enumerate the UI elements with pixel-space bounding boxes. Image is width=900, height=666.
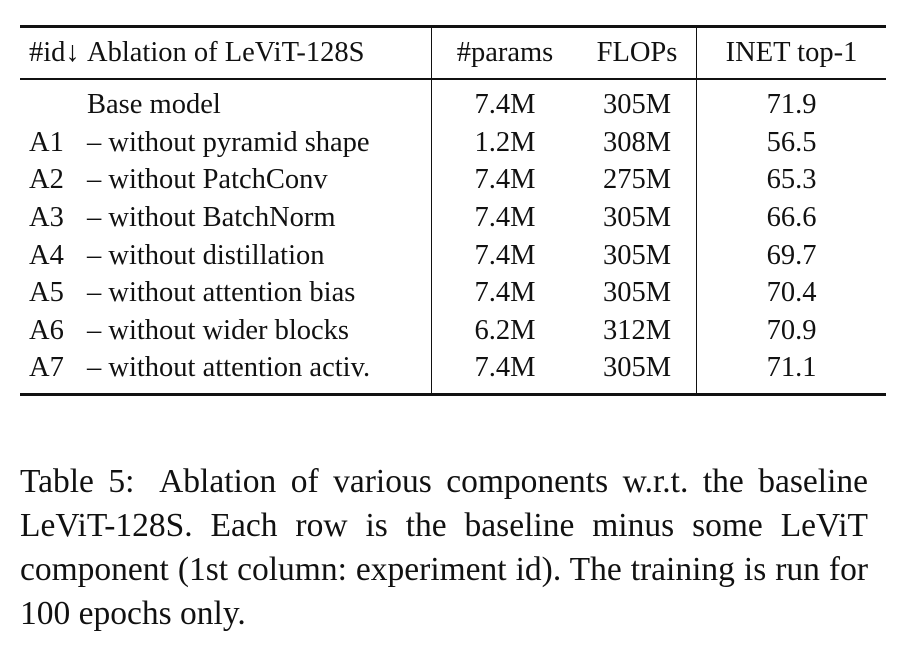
header-top1: INET top-1: [696, 28, 886, 78]
cell-id: A7: [29, 352, 64, 384]
table-row: A1 – without pyramid shape 1.2M 308M 56.…: [20, 124, 886, 162]
cell-flops: 312M: [602, 314, 672, 346]
table-header-row: #id↓ Ablation of LeViT-128S #params FLOP…: [20, 28, 886, 78]
ablation-table-body: Base model 7.4M 305M 71.9 A1 – without p…: [20, 79, 886, 394]
cell-id: A5: [29, 277, 64, 309]
table-row: A2 – without PatchConv 7.4M 275M 65.3: [20, 161, 886, 200]
cell-top1: 56.5: [696, 124, 886, 162]
cell-flops: 305M: [602, 352, 672, 384]
cell-ablation: – without attention bias: [87, 277, 356, 309]
table-bottom-rule: [20, 393, 886, 397]
cell-top1: 69.7: [696, 236, 886, 275]
caption-text: Ablation of various components w.r.t. th…: [20, 463, 868, 632]
cell-params: 7.4M: [431, 199, 578, 237]
cell-ablation: – without pyramid shape: [87, 126, 370, 158]
cell-flops: 305M: [602, 89, 672, 121]
cell-flops: 305M: [602, 239, 672, 271]
cell-flops: 275M: [602, 164, 672, 196]
cell-id: A6: [29, 314, 64, 346]
header-flops: FLOPs: [596, 36, 678, 68]
cell-top1: 70.9: [696, 312, 886, 350]
cell-top1: 71.1: [696, 349, 886, 388]
results-table: #id↓ Ablation of LeViT-128S #params FLOP…: [20, 25, 886, 397]
table-row: A6 – without wider blocks 6.2M 312M 70.9: [20, 312, 886, 350]
cell-flops: 305M: [602, 201, 672, 233]
table-row: A5 – without attention bias 7.4M 305M 70…: [20, 274, 886, 313]
table-caption: Table 5: Ablation of various components …: [20, 460, 868, 636]
cell-top1: 70.4: [696, 274, 886, 313]
cell-flops: 308M: [602, 126, 672, 158]
cell-params: 7.4M: [431, 236, 578, 275]
cell-id: A1: [29, 126, 64, 158]
cell-ablation: Base model: [87, 89, 221, 121]
table-row: A4 – without distillation 7.4M 305M 69.7: [20, 236, 886, 275]
header-id: #id↓: [29, 36, 80, 68]
cell-params: 7.4M: [431, 274, 578, 313]
table-row: Base model 7.4M 305M 71.9: [20, 86, 886, 125]
cell-id: [20, 87, 87, 125]
cell-params: 7.4M: [431, 86, 578, 125]
header-params: #params: [431, 28, 578, 78]
table-row: A3 – without BatchNorm 7.4M 305M 66.6: [20, 199, 886, 237]
cell-ablation: – without wider blocks: [87, 314, 350, 346]
table-mid-rule: [20, 78, 886, 80]
cell-ablation: – without PatchConv: [87, 164, 328, 196]
cell-flops: 305M: [602, 277, 672, 309]
cell-id: A4: [29, 239, 64, 271]
table-top-rule: [20, 25, 886, 28]
cell-ablation: – without distillation: [87, 239, 325, 271]
cell-ablation: – without attention activ.: [87, 352, 371, 384]
table-row: A7 – without attention activ. 7.4M 305M …: [20, 349, 886, 388]
cell-params: 1.2M: [431, 124, 578, 162]
cell-params: 6.2M: [431, 312, 578, 350]
caption-label: Table 5:: [20, 463, 135, 500]
cell-ablation: – without BatchNorm: [87, 201, 336, 233]
ablation-table: #id↓ Ablation of LeViT-128S #params FLOP…: [20, 28, 886, 78]
cell-id: A3: [29, 201, 64, 233]
cell-top1: 71.9: [696, 86, 886, 125]
cell-id: A2: [29, 164, 64, 196]
cell-top1: 65.3: [696, 161, 886, 200]
cell-top1: 66.6: [696, 199, 886, 237]
cell-params: 7.4M: [431, 161, 578, 200]
header-ablation: Ablation of LeViT-128S: [87, 36, 365, 68]
cell-params: 7.4M: [431, 349, 578, 388]
